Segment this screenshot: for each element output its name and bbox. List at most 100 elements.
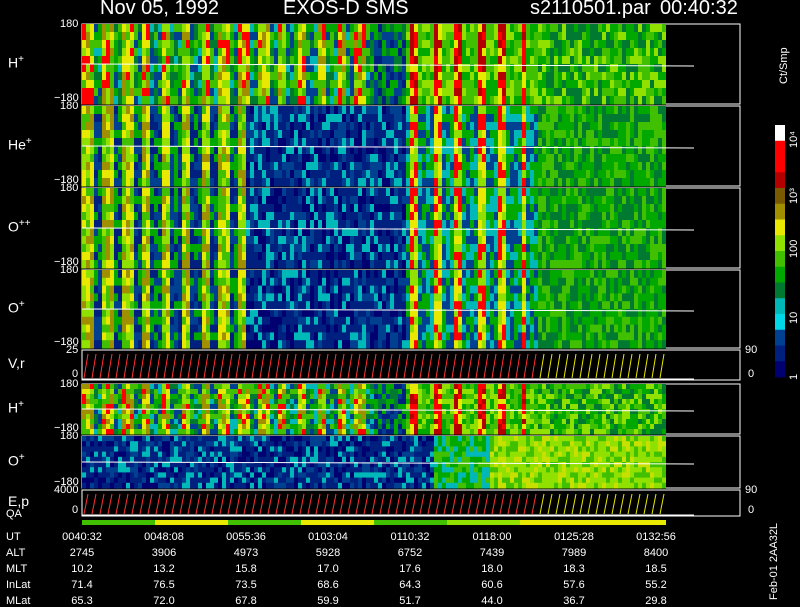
spec-cell xyxy=(278,228,282,237)
spec-cell xyxy=(386,80,390,89)
spec-cell xyxy=(506,138,510,147)
spec-cell xyxy=(470,24,474,33)
spec-cell xyxy=(510,220,514,229)
spec-cell xyxy=(134,178,138,187)
spec-cell xyxy=(422,178,426,187)
spec-cell xyxy=(250,56,254,65)
spec-cell xyxy=(106,138,110,147)
spec-cell xyxy=(150,96,154,105)
spec-cell xyxy=(594,236,598,245)
spec-cell xyxy=(458,220,462,229)
spec-cell xyxy=(450,220,454,229)
spec-cell xyxy=(594,244,598,253)
spec-cell xyxy=(178,220,182,229)
spec-cell xyxy=(306,114,310,123)
spec-cell xyxy=(222,340,226,348)
spec-cell xyxy=(634,130,638,139)
spec-cell xyxy=(230,204,234,213)
spec-cell xyxy=(150,270,154,278)
spec-cell xyxy=(358,260,362,269)
spec-cell xyxy=(242,146,246,155)
spec-cell xyxy=(114,220,118,229)
spec-cell xyxy=(378,260,382,269)
spec-cell xyxy=(230,154,234,163)
spec-cell xyxy=(270,301,274,309)
spec-cell xyxy=(302,286,306,294)
spec-cell xyxy=(502,178,506,187)
spec-cell xyxy=(270,88,274,97)
spec-cell xyxy=(406,40,410,49)
spec-cell xyxy=(626,178,630,187)
spec-cell xyxy=(138,270,142,278)
spec-cell xyxy=(402,260,406,269)
spec-cell xyxy=(374,138,378,147)
spec-cell xyxy=(190,154,194,163)
spec-cell xyxy=(322,72,326,81)
spec-cell xyxy=(246,24,250,33)
spec-cell xyxy=(330,122,334,131)
spec-cell xyxy=(390,88,394,97)
spec-cell xyxy=(118,56,122,65)
spec-cell xyxy=(362,106,366,115)
spec-cell xyxy=(394,196,398,205)
spec-cell xyxy=(90,56,94,65)
spec-cell xyxy=(582,252,586,261)
spec-cell xyxy=(438,138,442,147)
spec-cell xyxy=(106,170,110,179)
spec-cell xyxy=(242,138,246,147)
spec-cell xyxy=(382,96,386,105)
spec-cell xyxy=(138,138,142,147)
spec-cell xyxy=(282,332,286,340)
spec-cell xyxy=(542,204,546,213)
spec-cell xyxy=(274,332,278,340)
spec-cell xyxy=(150,138,154,147)
spec-cell xyxy=(522,24,526,33)
spec-cell xyxy=(270,252,274,261)
spec-cell xyxy=(242,278,246,286)
spec-cell xyxy=(494,96,498,105)
spec-cell xyxy=(610,170,614,179)
spec-cell xyxy=(98,244,102,253)
spec-cell xyxy=(266,278,270,286)
spec-cell xyxy=(138,146,142,155)
spec-cell xyxy=(354,72,358,81)
spec-cell xyxy=(598,114,602,123)
spec-cell xyxy=(114,278,118,286)
spec-cell xyxy=(314,32,318,41)
spec-cell xyxy=(126,72,130,81)
spec-cell xyxy=(226,278,230,286)
spec-cell xyxy=(126,317,130,325)
spec-cell xyxy=(270,220,274,229)
spec-cell xyxy=(190,196,194,205)
spec-cell xyxy=(590,24,594,33)
spec-cell xyxy=(214,301,218,309)
spec-cell xyxy=(306,80,310,89)
spec-cell xyxy=(270,170,274,179)
spec-cell xyxy=(382,114,386,123)
spec-cell xyxy=(622,212,626,221)
spec-cell xyxy=(226,332,230,340)
spec-cell xyxy=(270,80,274,89)
spec-cell xyxy=(186,325,190,333)
spec-cell xyxy=(494,220,498,229)
spec-cell xyxy=(306,270,310,278)
spec-cell xyxy=(470,220,474,229)
spec-cell xyxy=(466,106,470,115)
spec-cell xyxy=(354,138,358,147)
spec-cell xyxy=(166,178,170,187)
spec-cell xyxy=(114,212,118,221)
spec-cell xyxy=(582,24,586,33)
spec-cell xyxy=(442,138,446,147)
spec-cell xyxy=(614,170,618,179)
spec-cell xyxy=(662,146,666,155)
spec-cell xyxy=(138,24,142,33)
spec-cell xyxy=(362,154,366,163)
spec-cell xyxy=(346,24,350,33)
spec-cell xyxy=(98,332,102,340)
spec-cell xyxy=(186,154,190,163)
spec-cell xyxy=(370,138,374,147)
spec-cell xyxy=(330,32,334,41)
spec-cell xyxy=(154,260,158,269)
spec-cell xyxy=(458,188,462,197)
spec-cell xyxy=(162,130,166,139)
